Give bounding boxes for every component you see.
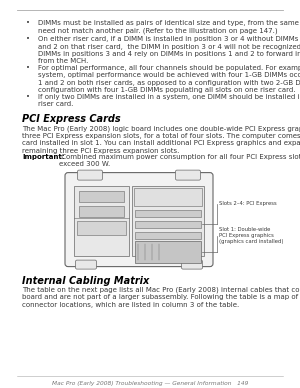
Text: Important:: Important:: [22, 154, 64, 160]
Text: PCI Express Cards: PCI Express Cards: [22, 114, 121, 125]
Text: •: •: [26, 36, 30, 42]
Text: Internal Cabling Matrix: Internal Cabling Matrix: [22, 275, 149, 286]
Bar: [135, 241, 201, 263]
Bar: [135, 210, 201, 217]
Text: The Mac Pro (Early 2008) logic board includes one double-wide PCI Express graphi: The Mac Pro (Early 2008) logic board inc…: [22, 125, 300, 154]
FancyBboxPatch shape: [65, 173, 213, 267]
Bar: [77, 221, 126, 235]
Text: •: •: [26, 20, 30, 26]
Text: Slots 2–4: PCI Express: Slots 2–4: PCI Express: [219, 201, 277, 206]
Text: Combined maximum power consumption for all four PCI Express slots must not
excee: Combined maximum power consumption for a…: [59, 154, 300, 168]
Bar: [74, 185, 129, 256]
Text: Mac Pro (Early 2008) Troubleshooting — General Information   149: Mac Pro (Early 2008) Troubleshooting — G…: [52, 381, 248, 386]
Text: If only two DIMMs are installed in a system, one DIMM should be installed in slo: If only two DIMMs are installed in a sys…: [38, 94, 300, 107]
Text: Slot 1: Double-wide
PCI Express graphics
(graphics card installed): Slot 1: Double-wide PCI Express graphics…: [219, 227, 284, 244]
Bar: [79, 191, 124, 202]
Text: DIMMs must be installed as pairs of identical size and type, from the same vendo: DIMMs must be installed as pairs of iden…: [38, 20, 300, 34]
Bar: [79, 206, 124, 217]
Bar: [135, 221, 201, 228]
FancyBboxPatch shape: [176, 170, 200, 180]
Text: The table on the next page lists all Mac Pro (Early 2008) internal cables that c: The table on the next page lists all Mac…: [22, 287, 300, 308]
Bar: [132, 185, 204, 256]
Bar: [135, 232, 201, 239]
Text: For optimal performance, all four channels should be populated. For example, for: For optimal performance, all four channe…: [38, 65, 300, 93]
FancyBboxPatch shape: [182, 260, 203, 269]
Text: •: •: [26, 65, 30, 71]
Text: On either riser card, if a DIMM is installed in position 3 or 4 without DIMMs in: On either riser card, if a DIMM is insta…: [38, 36, 300, 64]
FancyBboxPatch shape: [77, 170, 103, 180]
Text: •: •: [26, 94, 30, 100]
FancyBboxPatch shape: [76, 260, 97, 269]
Bar: [134, 188, 202, 206]
